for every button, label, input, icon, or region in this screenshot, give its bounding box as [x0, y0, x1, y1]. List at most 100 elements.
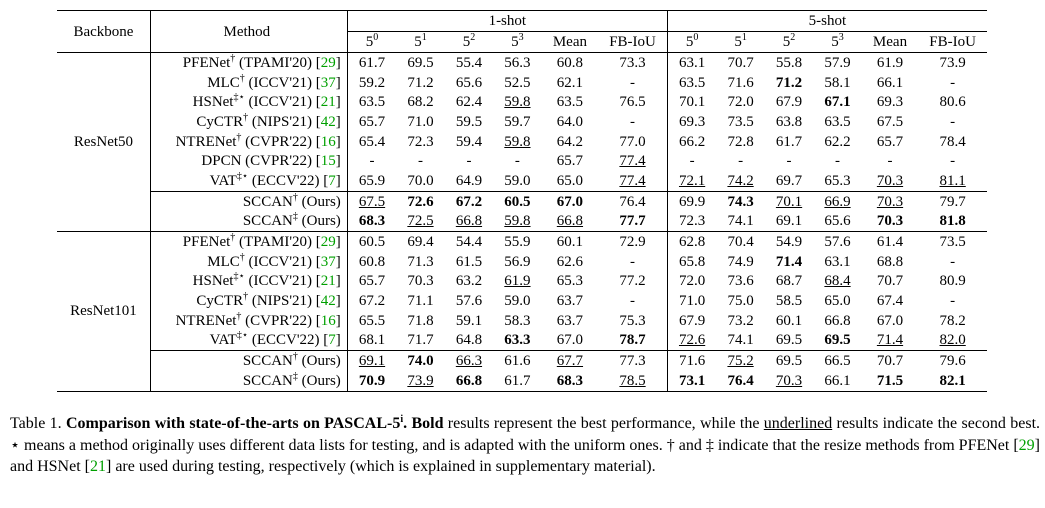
value: 62.8 — [678, 234, 706, 251]
value: 62.4 — [455, 94, 483, 111]
value-cell: 75.2 — [716, 350, 765, 371]
caption-title-text: Comparison with state-of-the-arts on PAS… — [65, 415, 401, 432]
value-cell: 61.7 — [347, 51, 397, 73]
value-cell: 65.6 — [813, 212, 861, 232]
value-cell: 80.9 — [918, 272, 987, 292]
value: 71.4 — [876, 332, 904, 349]
value: 73.6 — [727, 273, 754, 290]
method-venue: (NIPS'21) [ — [248, 113, 321, 130]
method-name: DPCN — [201, 153, 242, 170]
value: 72.3 — [678, 213, 706, 230]
value: - — [514, 153, 520, 170]
value-cell: - — [598, 291, 668, 311]
value: 60.5 — [504, 193, 531, 210]
value: 79.6 — [939, 353, 966, 370]
value: 67.0 — [556, 193, 584, 210]
value: - — [689, 153, 695, 170]
column-header-sup: 2 — [470, 32, 476, 43]
method-venue: (CVPR'22) [ — [241, 133, 321, 150]
value: 67.9 — [678, 312, 706, 329]
method-cell: CyCTR† (NIPS'21) [42] — [150, 112, 348, 132]
caption-text: results indicate the second best. ⋆ mean… — [10, 415, 1041, 454]
value: 80.9 — [939, 273, 966, 290]
method-cell: PFENet† (TPAMI'20) [29] — [150, 51, 348, 73]
method-cell: NTRENet† (CVPR'22) [16] — [150, 310, 348, 331]
value: 65.4 — [358, 133, 386, 150]
value: 61.7 — [775, 133, 803, 150]
value-cell: 71.4 — [862, 331, 919, 351]
value: 55.4 — [455, 54, 483, 71]
column-header-sup: 3 — [518, 32, 524, 43]
caption-title-sup: i — [400, 414, 404, 425]
value: 65.6 — [455, 74, 483, 91]
value-cell: 70.7 — [716, 51, 765, 73]
method-mark: † — [243, 291, 249, 303]
value-cell: 68.3 — [541, 371, 599, 392]
value-cell: 79.6 — [918, 350, 987, 371]
value-cell: 68.7 — [765, 272, 813, 292]
value-cell: - — [765, 151, 813, 171]
value: 69.1 — [358, 353, 386, 370]
value-cell: 78.2 — [918, 311, 987, 331]
header-backbone: Backbone — [57, 10, 151, 53]
method-cell: VAT‡⋆ (ECCV'22) [7] — [150, 171, 348, 192]
value-cell: 63.5 — [347, 92, 396, 112]
method-cell: SCCAN† (Ours) — [150, 190, 348, 212]
value: 68.2 — [407, 94, 434, 111]
value-cell: 65.7 — [347, 272, 396, 292]
value: 66.9 — [824, 193, 851, 210]
value-cell: 77.0 — [598, 131, 668, 152]
value: 59.2 — [358, 74, 386, 91]
method-mark: † — [239, 251, 245, 263]
method-mark: † — [230, 52, 236, 64]
value-cell: 73.1 — [667, 371, 717, 392]
value-cell: 65.3 — [813, 171, 861, 191]
value-cell: 69.4 — [396, 231, 445, 252]
value: 82.0 — [939, 332, 966, 349]
value-cell: 59.5 — [445, 112, 493, 132]
value: 67.0 — [556, 332, 584, 349]
value: 73.3 — [619, 54, 646, 71]
value: - — [835, 153, 840, 170]
value: 63.2 — [455, 273, 483, 290]
method-venue-close: ] — [335, 312, 341, 329]
value-cell: 62.1 — [542, 73, 599, 93]
value-cell: 70.0 — [396, 171, 444, 191]
value-cell: 65.9 — [347, 171, 396, 191]
column-header: 51 — [716, 31, 765, 53]
value: 63.5 — [358, 94, 386, 111]
value: 59.0 — [504, 293, 531, 310]
value: 59.8 — [504, 94, 531, 111]
value: 65.7 — [556, 153, 584, 170]
value: 71.2 — [407, 74, 434, 91]
value: - — [786, 153, 792, 170]
value: - — [630, 253, 636, 270]
value: 75.0 — [727, 293, 754, 310]
value-cell: - — [918, 252, 987, 272]
table-row: VAT‡⋆ (ECCV'22) [7] 65.9 70.0 64.9 59.0 65.0 7… — [57, 171, 987, 192]
table-row: SCCAN† (Ours) 69.1 74.0 66.3 61.6 67.7 77.3 71.… — [57, 350, 987, 371]
results-table: Backbone Method 1-shot 5-shot 50 51 52 53 Me… — [57, 10, 987, 392]
value: 59.1 — [455, 312, 483, 329]
method-mark: † — [292, 351, 298, 363]
value-cell: 68.1 — [347, 331, 396, 351]
value-cell: 62.8 — [667, 231, 717, 252]
value-cell: 58.3 — [493, 311, 541, 331]
value: 61.4 — [876, 234, 904, 251]
value-cell: 60.1 — [541, 231, 599, 252]
column-header: 52 — [444, 31, 494, 53]
value: 70.3 — [775, 372, 803, 389]
value: 67.5 — [876, 113, 904, 130]
value: 81.8 — [939, 213, 966, 230]
value: 68.7 — [775, 273, 803, 290]
method-venue-close: ] — [335, 113, 341, 130]
column-header-sup: 1 — [421, 32, 427, 43]
value: 74.9 — [727, 253, 754, 270]
value: 71.0 — [407, 113, 434, 130]
value-cell: 74.3 — [716, 190, 765, 212]
value: 80.6 — [939, 94, 966, 111]
header-row-columns: 50 51 52 53 Mean FB-IoU 50 51 52 53 Mean FB-IoU — [57, 31, 987, 53]
value: 56.9 — [504, 253, 531, 270]
value: 70.3 — [876, 172, 904, 189]
value-cell: 63.1 — [667, 51, 717, 73]
